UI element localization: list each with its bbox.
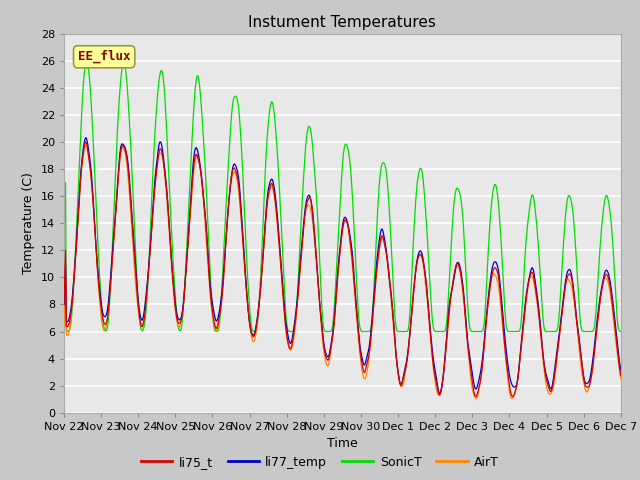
li75_t xyxy=(509,394,516,399)
AirT xyxy=(617,376,625,382)
li77_temp xyxy=(185,229,193,235)
li77_temp xyxy=(70,273,78,278)
SonicT xyxy=(70,276,78,282)
Line: SonicT: SonicT xyxy=(64,62,621,332)
Line: AirT: AirT xyxy=(64,145,621,398)
SonicT xyxy=(324,329,332,335)
AirT xyxy=(128,230,136,236)
li77_temp xyxy=(617,367,625,373)
Title: Instument Temperatures: Instument Temperatures xyxy=(248,15,436,30)
SonicT xyxy=(214,327,222,333)
li75_t xyxy=(185,232,193,238)
X-axis label: Time: Time xyxy=(327,437,358,450)
AirT xyxy=(82,143,90,148)
SonicT xyxy=(185,204,193,210)
li77_temp xyxy=(82,135,90,141)
li75_t xyxy=(60,301,68,307)
SonicT xyxy=(428,311,436,316)
AirT xyxy=(411,274,419,280)
AirT xyxy=(70,276,78,281)
SonicT xyxy=(128,172,136,178)
li75_t xyxy=(411,276,419,282)
AirT xyxy=(185,230,193,236)
AirT xyxy=(60,322,68,328)
li75_t xyxy=(214,321,222,326)
SonicT xyxy=(617,329,625,335)
SonicT xyxy=(412,200,419,205)
Line: li77_temp: li77_temp xyxy=(64,138,621,394)
AirT xyxy=(508,396,515,401)
Line: li75_t: li75_t xyxy=(64,142,621,396)
Legend: li75_t, li77_temp, SonicT, AirT: li75_t, li77_temp, SonicT, AirT xyxy=(136,451,504,474)
li75_t xyxy=(82,139,90,144)
Y-axis label: Temperature (C): Temperature (C) xyxy=(22,172,35,274)
li75_t xyxy=(70,276,78,282)
Text: EE_flux: EE_flux xyxy=(78,50,131,63)
li75_t xyxy=(617,372,625,378)
li77_temp xyxy=(428,335,435,341)
li77_temp xyxy=(128,215,136,221)
AirT xyxy=(428,343,435,348)
SonicT xyxy=(83,60,90,65)
li77_temp xyxy=(436,391,444,396)
AirT xyxy=(214,323,222,329)
li75_t xyxy=(428,338,435,344)
li77_temp xyxy=(60,301,68,307)
SonicT xyxy=(60,234,68,240)
li77_temp xyxy=(411,276,419,282)
li77_temp xyxy=(214,314,222,320)
li75_t xyxy=(128,220,136,226)
